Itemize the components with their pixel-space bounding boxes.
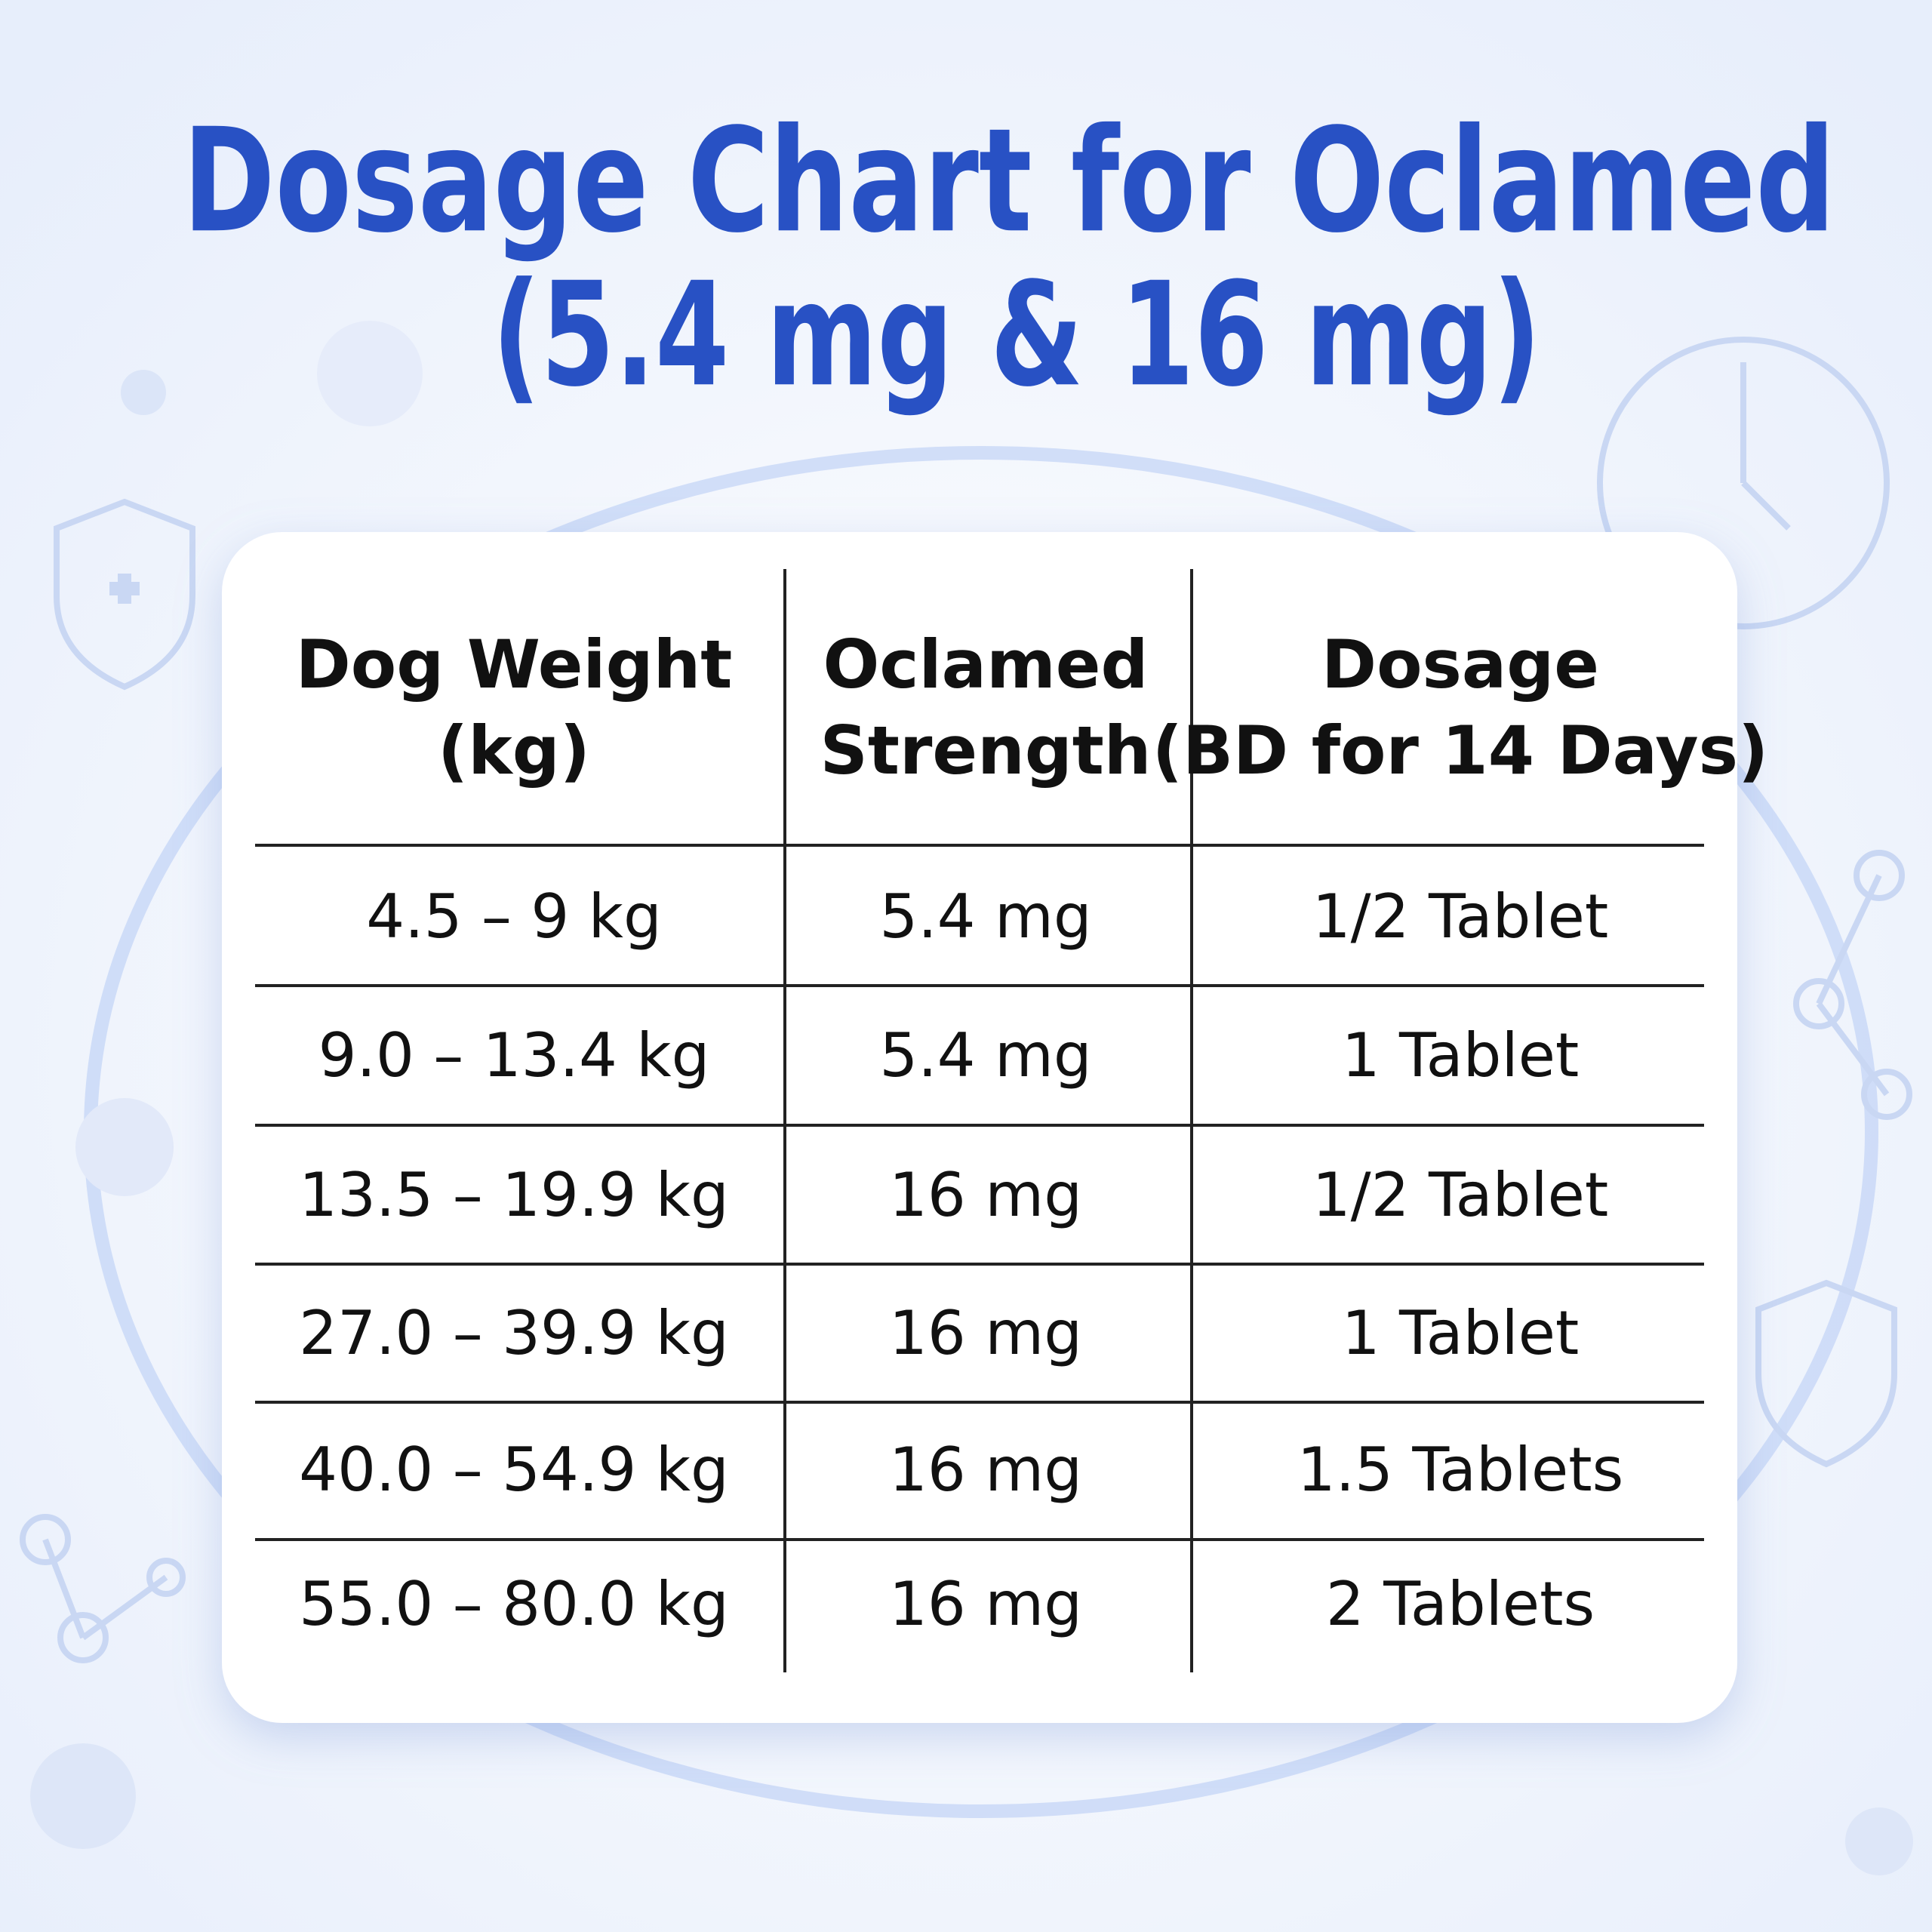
column-header: (BD for 14 Days) (1152, 712, 1769, 789)
table-cell: 1.5 Tablets (1297, 1435, 1624, 1505)
title-line: Dosage Chart for Oclamed (183, 97, 1835, 264)
table-card (222, 532, 1737, 1723)
table-cell: 16 mg (889, 1298, 1082, 1368)
table-cell: 13.5 – 19.9 kg (299, 1160, 729, 1230)
column-header: Dosage (1321, 626, 1599, 703)
table-cell: 40.0 – 54.9 kg (299, 1435, 729, 1505)
table-cell: 1 Tablet (1342, 1020, 1580, 1091)
table-cell: 16 mg (889, 1160, 1082, 1230)
column-header: Oclamed (823, 626, 1149, 703)
table-cell: 1 Tablet (1342, 1298, 1580, 1368)
table-cell: 55.0 – 80.0 kg (299, 1569, 729, 1639)
title-line: (5.4 mg & 16 mg) (492, 251, 1541, 418)
table-cell: 5.4 mg (879, 1020, 1091, 1091)
column-header: Strength (820, 712, 1152, 789)
table-cell: 1/2 Tablet (1312, 1160, 1608, 1230)
table-cell: 2 Tablets (1326, 1569, 1595, 1639)
column-header: Dog Weight (296, 626, 733, 703)
table: Dog Weight (kg) Oclamed Strength Dosage (BD f… (255, 569, 1768, 1672)
table-cell: 16 mg (889, 1435, 1082, 1505)
table-cell: 1/2 Tablet (1312, 881, 1608, 952)
table-cell: 4.5 – 9 kg (366, 881, 662, 952)
decoration (20, 321, 1913, 1875)
table-cell: 9.0 – 13.4 kg (318, 1020, 710, 1091)
table-cell: 27.0 – 39.9 kg (299, 1298, 729, 1368)
column-header: (kg) (438, 712, 590, 789)
table-cell: 5.4 mg (879, 881, 1091, 952)
table-cell: 16 mg (889, 1569, 1082, 1639)
